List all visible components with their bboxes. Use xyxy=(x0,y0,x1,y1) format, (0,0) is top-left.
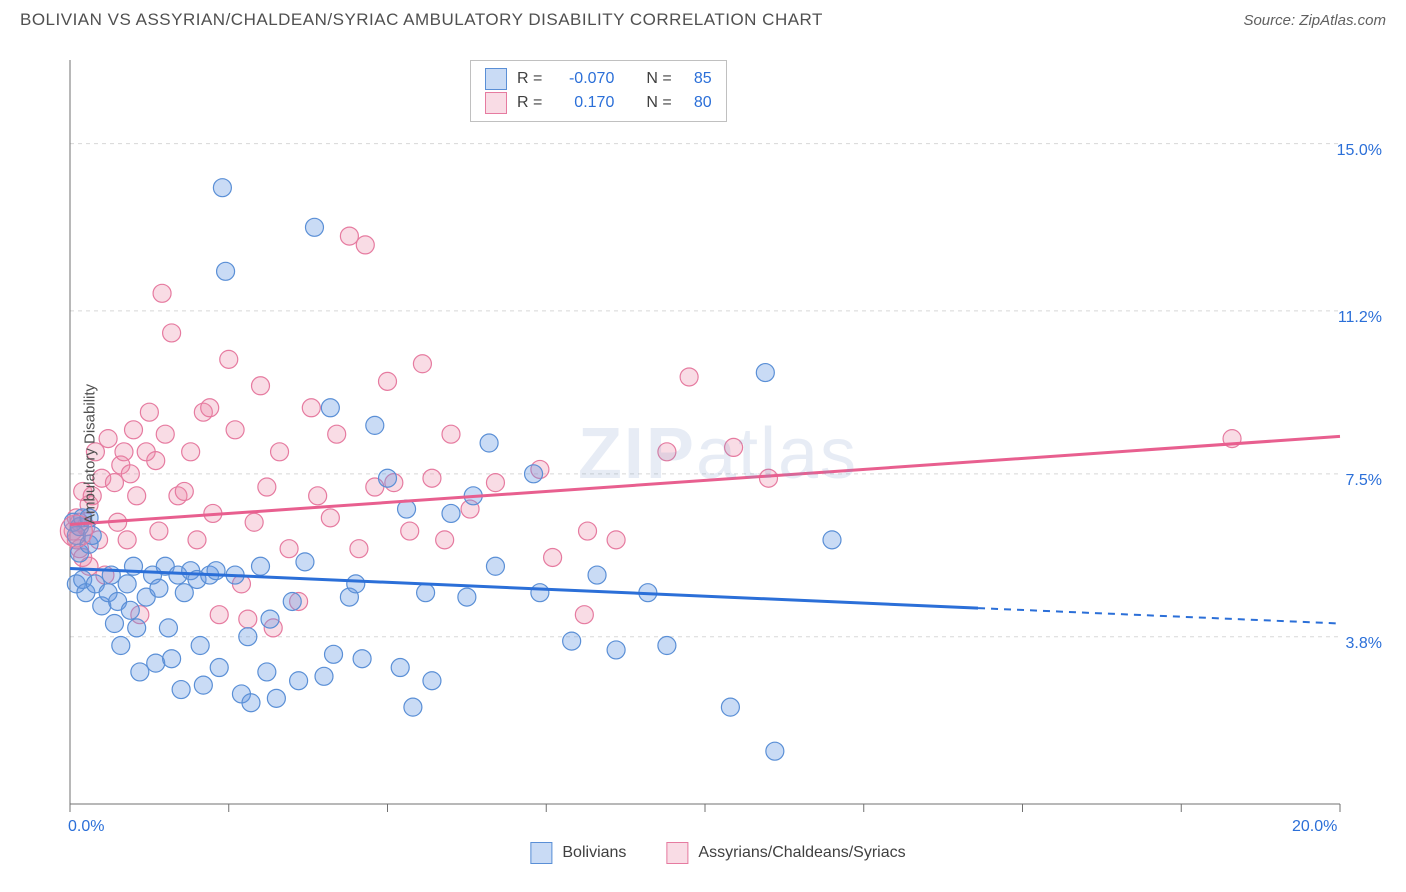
chart-header: BOLIVIAN VS ASSYRIAN/CHALDEAN/SYRIAC AMB… xyxy=(0,0,1406,36)
n-label: N = xyxy=(646,67,671,91)
source-label: Source: ZipAtlas.com xyxy=(1243,12,1386,29)
n-label: N = xyxy=(646,91,671,115)
r-label: R = xyxy=(517,67,542,91)
y-tick-label: 11.2% xyxy=(1338,309,1382,327)
swatch-blue-icon xyxy=(530,842,552,864)
series-legend: Bolivians Assyrians/Chaldeans/Syriacs xyxy=(530,842,905,864)
legend-item-pink: Assyrians/Chaldeans/Syriacs xyxy=(666,842,905,864)
swatch-pink xyxy=(485,92,507,114)
y-tick-label: 7.5% xyxy=(1346,472,1382,490)
r-value-blue: -0.070 xyxy=(552,67,614,91)
n-value-pink: 80 xyxy=(682,91,712,115)
y-axis-label: Ambulatory Disability xyxy=(82,384,99,524)
r-label: R = xyxy=(517,91,542,115)
legend-row-pink: R = 0.170 N = 80 xyxy=(485,91,712,115)
chart-container: Ambulatory Disability ZIPatlas R = -0.07… xyxy=(50,46,1386,862)
legend-item-blue: Bolivians xyxy=(530,842,626,864)
r-value-pink: 0.170 xyxy=(552,91,614,115)
legend-label-pink: Assyrians/Chaldeans/Syriacs xyxy=(698,844,905,862)
scatter-chart xyxy=(50,46,1386,862)
swatch-pink-icon xyxy=(666,842,688,864)
n-value-blue: 85 xyxy=(682,67,712,91)
chart-title: BOLIVIAN VS ASSYRIAN/CHALDEAN/SYRIAC AMB… xyxy=(20,10,823,30)
legend-row-blue: R = -0.070 N = 85 xyxy=(485,67,712,91)
legend-label-blue: Bolivians xyxy=(562,844,626,862)
x-tick-label: 0.0% xyxy=(68,818,104,836)
y-tick-label: 3.8% xyxy=(1346,635,1382,653)
x-tick-label: 20.0% xyxy=(1292,818,1337,836)
correlation-legend: R = -0.070 N = 85 R = 0.170 N = 80 xyxy=(470,60,727,122)
y-tick-label: 15.0% xyxy=(1337,142,1382,160)
swatch-blue xyxy=(485,68,507,90)
